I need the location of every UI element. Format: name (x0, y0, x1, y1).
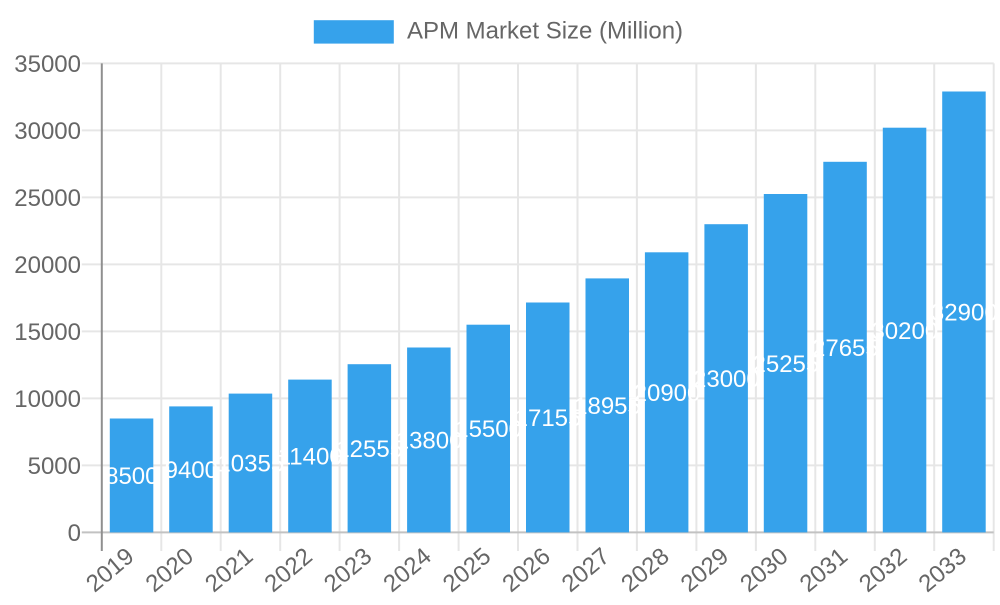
svg-text:25000: 25000 (14, 185, 81, 212)
svg-text:10000: 10000 (14, 386, 81, 413)
svg-text:27655: 27655 (812, 335, 879, 362)
svg-text:23000: 23000 (693, 366, 760, 393)
svg-text:30000: 30000 (14, 118, 81, 145)
svg-text:20900: 20900 (634, 380, 701, 407)
svg-text:APM Market Size (Million): APM Market Size (Million) (407, 17, 683, 44)
svg-text:9400: 9400 (165, 457, 218, 484)
svg-text:15000: 15000 (14, 319, 81, 346)
svg-text:35000: 35000 (14, 51, 81, 78)
svg-text:5000: 5000 (28, 453, 81, 480)
svg-text:32900: 32900 (931, 300, 998, 327)
svg-text:12555: 12555 (336, 436, 403, 463)
svg-text:18955: 18955 (574, 393, 641, 420)
svg-text:15500: 15500 (455, 416, 522, 443)
svg-text:8500: 8500 (105, 463, 158, 490)
svg-text:13800: 13800 (396, 428, 463, 455)
svg-text:20000: 20000 (14, 252, 81, 279)
svg-text:25255: 25255 (753, 351, 820, 378)
svg-text:11400: 11400 (278, 444, 343, 471)
svg-text:10355: 10355 (217, 451, 284, 478)
svg-text:30200: 30200 (871, 318, 938, 345)
svg-text:0: 0 (68, 520, 81, 547)
svg-text:17155: 17155 (515, 405, 582, 432)
